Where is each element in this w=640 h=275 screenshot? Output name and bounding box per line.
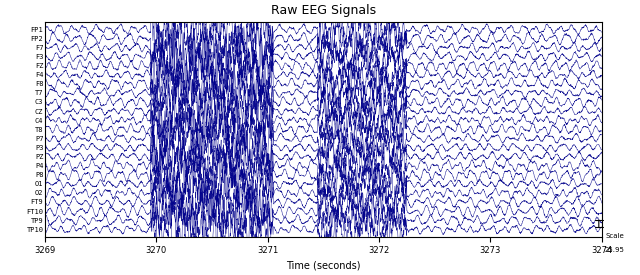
Text: 25.95: 25.95 <box>604 247 624 253</box>
Text: Scale: Scale <box>605 233 624 239</box>
Title: Raw EEG Signals: Raw EEG Signals <box>271 4 376 17</box>
X-axis label: Time (seconds): Time (seconds) <box>286 261 360 271</box>
